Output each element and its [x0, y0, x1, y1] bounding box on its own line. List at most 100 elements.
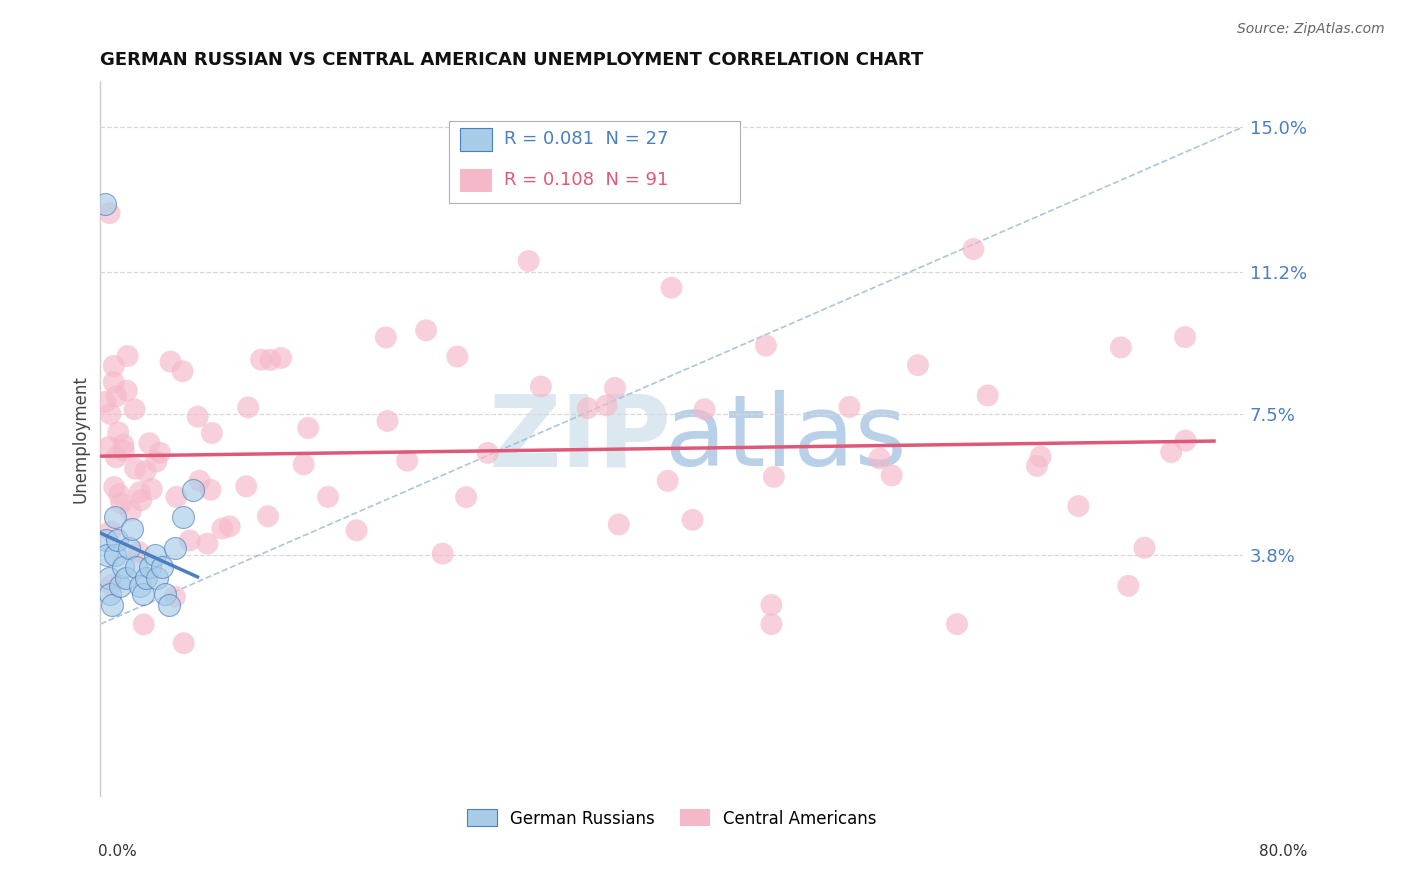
Point: [197, 536, 219, 550]
Point: [838, 400, 860, 414]
Point: [105, 450, 128, 465]
Point: [97, 571, 120, 585]
Text: GERMAN RUSSIAN VS CENTRAL AMERICAN UNEMPLOYMENT CORRELATION CHART: GERMAN RUSSIAN VS CENTRAL AMERICAN UNEMP…: [100, 51, 924, 69]
Point: [120, 504, 142, 518]
Text: R = 0.108  N = 91: R = 0.108 N = 91: [503, 171, 668, 189]
Point: [110, 496, 132, 510]
Point: [1133, 541, 1156, 555]
Point: [446, 350, 468, 364]
Point: [761, 598, 783, 612]
Point: [105, 389, 128, 403]
Point: [153, 586, 176, 600]
Point: [100, 407, 122, 421]
Point: [869, 451, 891, 466]
Point: [129, 493, 152, 508]
Point: [907, 358, 929, 372]
Point: [100, 598, 122, 612]
Point: [576, 401, 599, 416]
Text: Source: ZipAtlas.com: Source: ZipAtlas.com: [1237, 22, 1385, 37]
Point: [762, 470, 785, 484]
Point: [128, 485, 150, 500]
Point: [121, 522, 143, 536]
Point: [607, 517, 630, 532]
Point: [1029, 450, 1052, 464]
Bar: [460, 128, 492, 151]
Point: [456, 490, 478, 504]
Point: [603, 381, 626, 395]
Point: [530, 379, 553, 393]
Point: [297, 421, 319, 435]
Point: [211, 522, 233, 536]
Point: [129, 579, 152, 593]
Text: 0.0%: 0.0%: [98, 845, 138, 859]
Point: [125, 559, 148, 574]
Point: [259, 353, 281, 368]
Point: [172, 510, 194, 524]
Point: [962, 242, 984, 256]
Point: [115, 571, 138, 585]
Point: [235, 479, 257, 493]
Point: [138, 436, 160, 450]
Point: [595, 398, 617, 412]
FancyBboxPatch shape: [449, 120, 740, 202]
Point: [250, 352, 273, 367]
Point: [139, 559, 162, 574]
Point: [200, 483, 222, 497]
Text: ZIP: ZIP: [489, 390, 672, 487]
Point: [112, 437, 135, 451]
Point: [188, 474, 211, 488]
Point: [104, 549, 127, 563]
Point: [432, 547, 454, 561]
Point: [346, 524, 368, 538]
Point: [682, 513, 704, 527]
Point: [1026, 458, 1049, 473]
Point: [396, 453, 419, 467]
Bar: [460, 169, 492, 192]
Point: [270, 351, 292, 365]
Point: [145, 454, 167, 468]
Point: [218, 519, 240, 533]
Point: [149, 446, 172, 460]
Point: [157, 598, 180, 612]
Point: [141, 482, 163, 496]
Point: [1118, 579, 1140, 593]
Point: [1067, 499, 1090, 513]
Point: [1109, 340, 1132, 354]
Point: [159, 354, 181, 368]
Point: [172, 364, 194, 378]
Point: [94, 533, 117, 547]
Point: [693, 402, 716, 417]
Point: [135, 571, 157, 585]
Point: [415, 323, 437, 337]
Point: [143, 549, 166, 563]
Point: [104, 510, 127, 524]
Point: [118, 541, 141, 555]
Point: [103, 359, 125, 373]
Point: [98, 206, 121, 220]
Point: [98, 524, 121, 539]
Point: [100, 578, 122, 592]
Point: [517, 254, 540, 268]
Text: R = 0.081  N = 27: R = 0.081 N = 27: [503, 129, 668, 147]
Point: [112, 443, 135, 458]
Point: [880, 468, 903, 483]
Point: [236, 401, 259, 415]
Point: [661, 281, 683, 295]
Point: [107, 425, 129, 440]
Point: [110, 579, 132, 593]
Point: [98, 440, 121, 454]
Y-axis label: Unemployment: Unemployment: [72, 375, 89, 503]
Point: [477, 446, 499, 460]
Point: [115, 384, 138, 398]
Point: [146, 571, 169, 585]
Point: [163, 590, 186, 604]
Point: [292, 458, 315, 472]
Point: [179, 533, 201, 548]
Point: [201, 425, 224, 440]
Text: 80.0%: 80.0%: [1260, 845, 1308, 859]
Point: [1174, 434, 1197, 448]
Point: [374, 330, 396, 344]
Point: [257, 509, 280, 524]
Point: [103, 480, 125, 494]
Point: [128, 545, 150, 559]
